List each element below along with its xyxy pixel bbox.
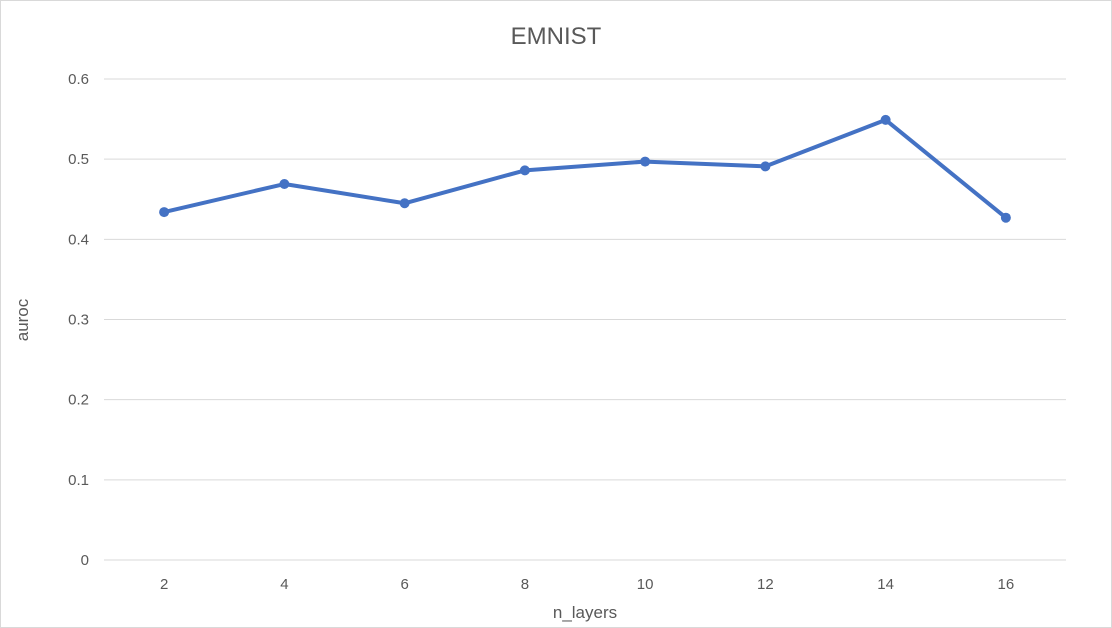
x-axis-label: n_layers bbox=[553, 603, 617, 622]
data-point-4 bbox=[640, 156, 651, 167]
data-point-3 bbox=[519, 165, 530, 176]
y-tick-label-3: 0.3 bbox=[68, 312, 89, 329]
data-point-5 bbox=[760, 161, 771, 172]
x-tick-label-1: 4 bbox=[280, 576, 288, 593]
x-tick-label-2: 6 bbox=[400, 576, 408, 593]
x-tick-label-3: 8 bbox=[521, 576, 529, 593]
y-tick-label-0: 0 bbox=[81, 552, 89, 569]
y-tick-label-4: 0.4 bbox=[68, 231, 89, 248]
x-tick-label-4: 10 bbox=[637, 576, 654, 593]
x-tick-label-7: 16 bbox=[998, 576, 1015, 593]
chart-title: EMNIST bbox=[511, 23, 602, 50]
x-tick-label-5: 12 bbox=[757, 576, 774, 593]
data-point-2 bbox=[399, 198, 410, 209]
series-line-0 bbox=[162, 117, 1008, 220]
y-tick-label-1: 0.1 bbox=[68, 472, 89, 489]
data-point-0 bbox=[159, 207, 170, 218]
y-tick-label-2: 0.2 bbox=[68, 392, 89, 409]
data-point-7 bbox=[1000, 212, 1011, 223]
data-point-1 bbox=[279, 179, 290, 190]
gridlines bbox=[104, 78, 1066, 561]
series-layer bbox=[159, 114, 1011, 223]
x-tick-label-6: 14 bbox=[877, 576, 894, 593]
x-tick-label-0: 2 bbox=[160, 576, 168, 593]
y-axis-label: auroc bbox=[13, 298, 32, 341]
data-point-6 bbox=[880, 114, 891, 125]
y-tick-label-5: 0.5 bbox=[68, 151, 89, 168]
y-axis-ticks: 0 0.1 0.2 0.3 0.4 0.5 0.6 bbox=[68, 71, 89, 569]
x-axis-ticks: 2 4 6 8 10 12 14 16 bbox=[160, 576, 1014, 593]
y-tick-label-6: 0.6 bbox=[68, 71, 89, 88]
